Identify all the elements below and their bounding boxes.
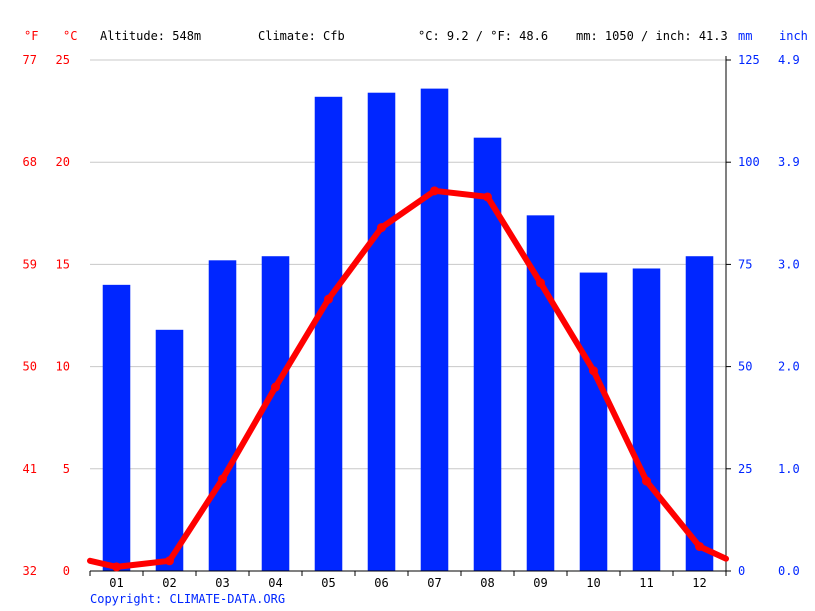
temperature-point-01	[112, 562, 121, 572]
climate-label: Climate: Cfb	[258, 29, 345, 43]
unit-mm-label: mm	[738, 29, 752, 43]
altitude-label: Altitude: 548m	[100, 29, 201, 43]
tick-label-mm: 50	[738, 360, 752, 374]
x-tick-label-10: 10	[586, 576, 600, 590]
unit-celsius-label: °C	[63, 29, 77, 43]
temperature-series-line	[87, 187, 729, 570]
precip-bar-12	[685, 256, 714, 571]
tick-label-inch: 2.0	[778, 360, 800, 374]
unit-fahrenheit-label: °F	[24, 29, 38, 43]
x-tick-label-08: 08	[480, 576, 494, 590]
tick-label-fahrenheit: 59	[23, 257, 37, 271]
precip-bar-04	[261, 256, 290, 571]
temperature-point-06	[377, 223, 386, 233]
precip-bar-01	[102, 284, 131, 571]
precipitation-bars	[102, 88, 714, 572]
precip-bar-02	[155, 329, 184, 571]
tick-label-fahrenheit: 32	[23, 564, 37, 578]
tick-label-celsius: 20	[56, 155, 70, 169]
tick-label-inch: 0.0	[778, 564, 800, 578]
x-tick-label-06: 06	[374, 576, 388, 590]
copyright-label: Copyright: CLIMATE-DATA.ORG	[90, 592, 285, 606]
x-tick-label-09: 09	[533, 576, 547, 590]
precip-bar-11	[632, 268, 661, 571]
tick-label-inch: 3.0	[778, 257, 800, 271]
tick-label-inch: 1.0	[778, 462, 800, 476]
precip-bar-10	[579, 272, 608, 571]
tick-label-fahrenheit: 77	[23, 53, 37, 67]
precip-bar-09	[526, 215, 555, 571]
temperature-average-label: °C: 9.2 / °F: 48.6	[418, 29, 548, 43]
precipitation-total-label: mm: 1050 / inch: 41.3	[576, 29, 728, 43]
temperature-point-04	[271, 382, 280, 392]
temperature-point-07	[430, 186, 439, 196]
tick-label-fahrenheit: 68	[23, 155, 37, 169]
x-tick-label-04: 04	[268, 576, 282, 590]
temperature-point-09	[536, 278, 545, 288]
x-tick-label-03: 03	[215, 576, 229, 590]
tick-label-mm: 25	[738, 462, 752, 476]
temperature-point-03	[218, 474, 227, 484]
tick-label-celsius: 10	[56, 360, 70, 374]
x-tick-label-02: 02	[162, 576, 176, 590]
tick-label-fahrenheit: 50	[23, 360, 37, 374]
tick-label-inch: 4.9	[778, 53, 800, 67]
x-tick-label-11: 11	[639, 576, 653, 590]
x-tick-label-12: 12	[692, 576, 706, 590]
temperature-point-12	[695, 541, 704, 551]
tick-label-mm: 75	[738, 257, 752, 271]
temperature-point-08	[483, 192, 492, 202]
tick-label-mm: 0	[738, 564, 745, 578]
tick-label-fahrenheit: 41	[23, 462, 37, 476]
tick-label-celsius: 5	[63, 462, 70, 476]
x-tick-label-07: 07	[427, 576, 441, 590]
tick-label-celsius: 25	[56, 53, 70, 67]
x-tick-label-01: 01	[109, 576, 123, 590]
precip-bar-03	[208, 260, 237, 571]
tick-label-inch: 3.9	[778, 155, 800, 169]
x-tick-label-05: 05	[321, 576, 335, 590]
tick-label-celsius: 0	[63, 564, 70, 578]
tick-labels: 01 02 03 04 05 06 07 08 09 10 11 12 32 0 0 0.0 41 5 25 1.0 5…	[23, 53, 800, 590]
precip-bar-08	[473, 137, 502, 571]
tick-label-mm: 125	[738, 53, 760, 67]
temperature-point-10	[589, 366, 598, 376]
axes	[89, 56, 731, 576]
temperature-point-11	[642, 476, 651, 486]
precip-bar-06	[367, 92, 396, 571]
tick-label-mm: 100	[738, 155, 760, 169]
precip-bar-07	[420, 88, 449, 571]
gridlines	[90, 59, 726, 470]
unit-inch-label: inch	[779, 29, 808, 43]
tick-label-celsius: 15	[56, 257, 70, 271]
temperature-point-02	[165, 556, 174, 566]
temperature-point-05	[324, 294, 333, 304]
precip-bar-05	[314, 96, 343, 572]
temperature-line	[87, 186, 729, 572]
